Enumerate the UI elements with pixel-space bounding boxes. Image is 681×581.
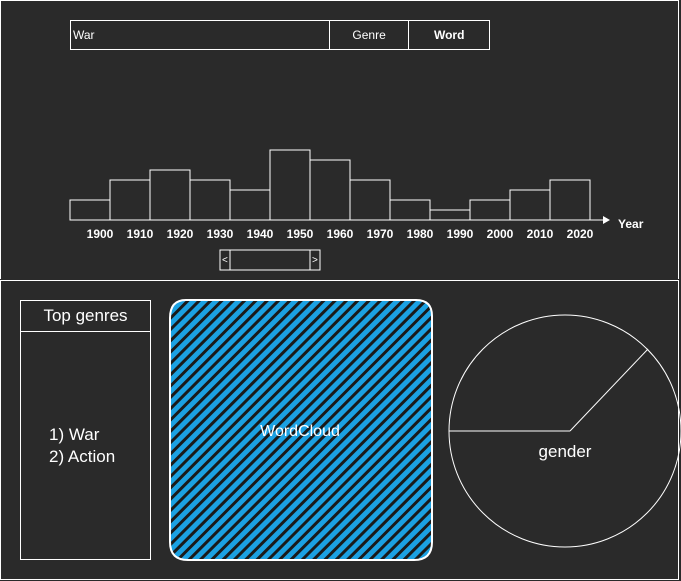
year-range-slider[interactable]: < > [219,249,321,271]
x-tick-label-1930: 1930 [207,227,234,241]
histogram-bar-1990[interactable] [429,209,471,221]
histogram-bar-1910[interactable] [109,179,151,221]
top-genres-panel: Top genres 1) War 2) Action [20,300,151,560]
top-genres-title: Top genres [21,301,150,332]
x-tick-label-1960: 1960 [327,227,354,241]
wordcloud-label: WordCloud [260,423,340,440]
histogram-bar-1960[interactable] [309,159,351,221]
x-tick-label-2020: 2020 [567,227,594,241]
slider-right-arrow-icon[interactable]: > [312,255,318,266]
histogram-bar-1900[interactable] [69,199,111,221]
word-button[interactable]: Word [433,28,465,42]
wordcloud-area[interactable] [169,299,433,561]
x-tick-label-1900: 1900 [87,227,114,241]
year-histogram: 1900 1910 1920 1930 1940 1950 1960 1970 1980 1990… [69,149,594,241]
histogram-bar-2000[interactable] [469,199,511,221]
histogram-bar-2020[interactable] [549,179,591,221]
x-axis-arrow-icon [603,216,610,224]
histogram-bar-1930[interactable] [189,179,231,221]
histogram-bar-2010[interactable] [509,189,551,221]
search-bar: War Genre Word [70,20,490,50]
histogram-bar-1980[interactable] [389,199,431,221]
top-panel [0,0,679,279]
x-tick-label-1940: 1940 [247,227,274,241]
genre-button[interactable]: Genre [330,21,410,49]
x-tick-label-1980: 1980 [407,227,434,241]
x-axis-label: Year [618,217,644,231]
x-tick-label-2000: 2000 [487,227,514,241]
x-tick-label-1970: 1970 [367,227,394,241]
histogram-bar-1950[interactable] [269,149,311,221]
x-tick-label-2010: 2010 [527,227,554,241]
histogram-bar-1970[interactable] [349,179,391,221]
genre-list-item[interactable]: 2) Action [49,447,116,466]
histogram-bar-1940[interactable] [229,189,271,221]
slider-left-arrow-icon[interactable]: < [222,255,228,266]
x-tick-label-1950: 1950 [287,227,314,241]
x-tick-label-1920: 1920 [167,227,194,241]
slider-track[interactable] [219,249,321,271]
gender-label: gender [539,442,592,461]
histogram-bar-1920[interactable] [149,169,191,221]
bottom-panel [0,280,679,580]
genre-list-item[interactable]: 1) War [49,425,100,444]
x-tick-label-1910: 1910 [127,227,154,241]
gender-slice-divider-2 [569,348,649,432]
search-input[interactable]: War [71,21,330,49]
x-tick-label-1990: 1990 [447,227,474,241]
genre-list: 1) War 2) Action [49,424,115,468]
